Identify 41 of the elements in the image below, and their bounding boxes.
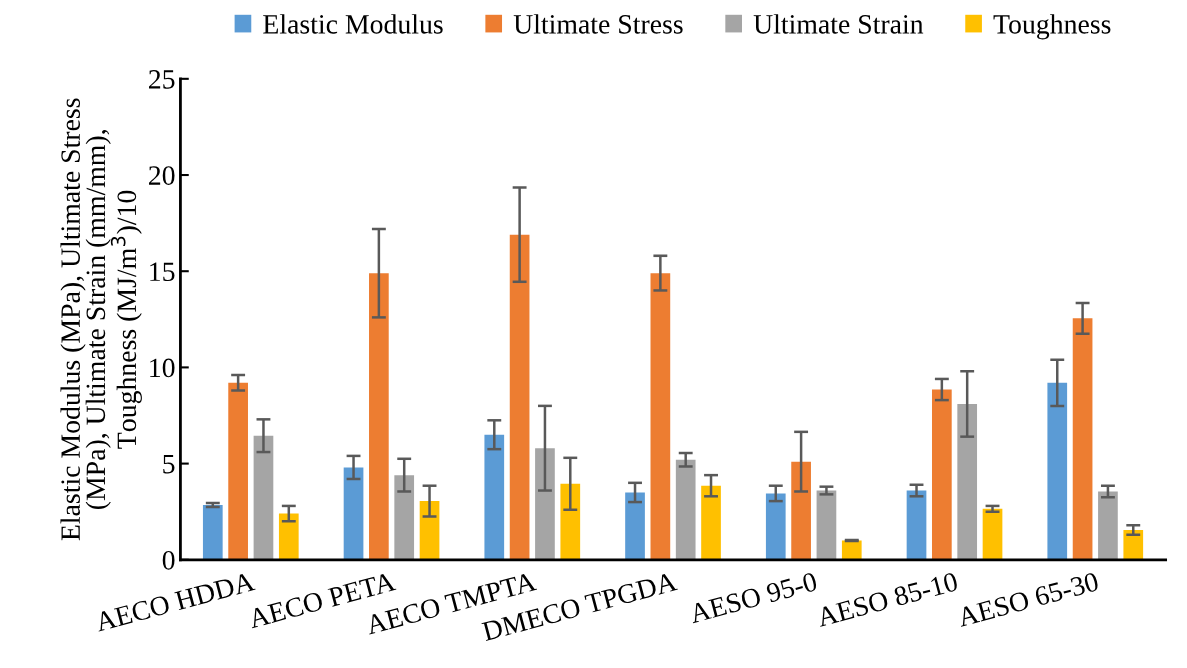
y-tick-label: 20 [149, 166, 175, 185]
legend-label: Toughness [993, 14, 1111, 40]
bar [906, 490, 927, 560]
bar [394, 475, 415, 560]
bar [1072, 318, 1093, 560]
bar [1123, 529, 1144, 560]
bar [1047, 382, 1068, 560]
bar [650, 273, 671, 560]
y-tick-label: 5 [163, 455, 175, 474]
bar [202, 504, 223, 560]
bar [791, 461, 811, 560]
bar [535, 448, 555, 560]
bar [675, 459, 696, 560]
x-tick-label: AESO 85-10 [815, 571, 959, 628]
bar [982, 508, 1003, 560]
y-tick-label: 0 [162, 550, 175, 570]
y-tick-label: 10 [150, 358, 175, 378]
bar [816, 490, 837, 560]
y-tick-label: 15 [150, 262, 175, 282]
bar [253, 435, 274, 560]
bar [419, 501, 440, 560]
bar [625, 492, 645, 560]
bar [1098, 491, 1118, 560]
bar [560, 483, 581, 560]
y-axis-title: Elastic Modulus (MPa), Ultimate Stress (MPa), Ultimate Strain (mm/mm), Toughness (MJ/m$^{3}$)/10 [60, 98, 142, 541]
bar [765, 493, 786, 560]
legend-label: Ultimate Stress [513, 14, 683, 34]
bar [484, 434, 505, 560]
bar [369, 273, 389, 560]
bar [278, 513, 299, 560]
x-tick-label: AESO 95-0 [688, 571, 818, 624]
bar [343, 467, 364, 560]
legend-label: Ultimate Strain [753, 14, 924, 34]
x-tick-label: AESO 65-30 [956, 571, 1100, 628]
bar [932, 389, 952, 560]
bar [957, 403, 978, 560]
y-tick-label: 25 [149, 70, 175, 89]
legend-label: Elastic Modulus [263, 14, 443, 34]
bar [701, 485, 721, 560]
bar [509, 234, 530, 560]
bar [228, 382, 248, 560]
